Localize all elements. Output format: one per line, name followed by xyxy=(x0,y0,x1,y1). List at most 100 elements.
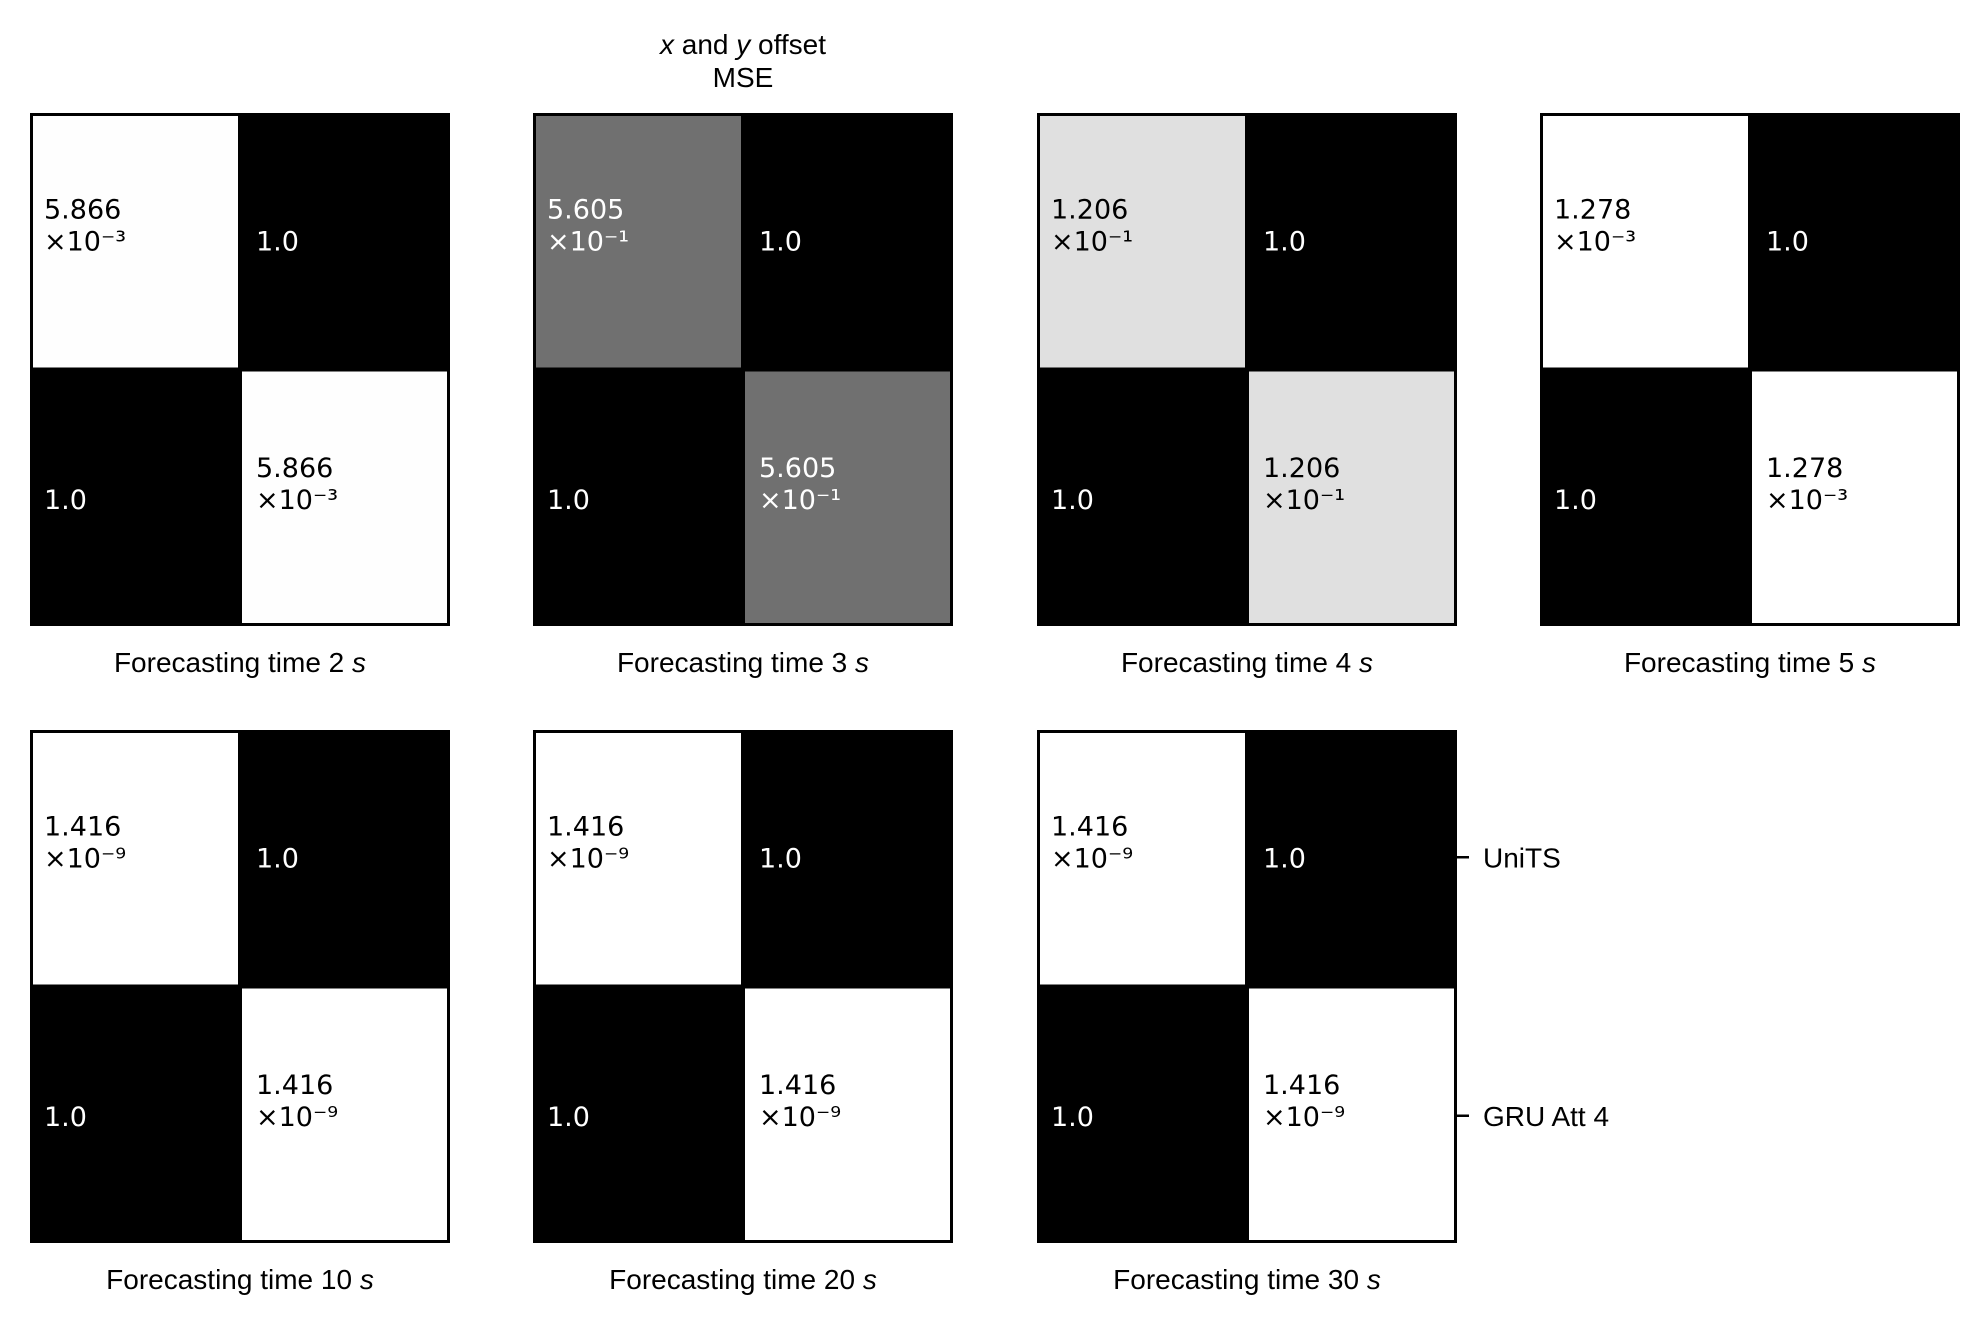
panel-title: Forecasting time 3 s xyxy=(617,647,869,678)
cell-value-exponent: ×10⁻¹ xyxy=(759,485,841,516)
cell-value: 1.0 xyxy=(759,843,802,874)
panel-title-unit: s xyxy=(1359,647,1373,678)
cell-value-exponent: ×10⁻⁹ xyxy=(44,843,126,874)
cell-value-exponent: ×10⁻⁹ xyxy=(547,843,629,874)
cell-value-exponent: ×10⁻⁹ xyxy=(1263,1102,1345,1133)
cell-value: 1.0 xyxy=(1766,226,1809,257)
chart-title: x and y offset xyxy=(658,29,826,60)
heatmap-cell xyxy=(533,371,741,626)
cell-value: 1.0 xyxy=(759,226,802,257)
panel-border xyxy=(533,113,953,626)
cell-value-mantissa: 1.416 xyxy=(44,811,121,842)
panel-title-unit: s xyxy=(855,647,869,678)
panel-border xyxy=(30,113,450,626)
panel-title: Forecasting time 10 s xyxy=(106,1264,374,1295)
cell-value-mantissa: 1.278 xyxy=(1766,453,1843,484)
heatmap-cell xyxy=(745,371,953,626)
heatmap-cell xyxy=(242,113,450,368)
chart-title-word: offset xyxy=(750,29,826,60)
cell-value-exponent: ×10⁻¹ xyxy=(547,226,629,257)
cell-value-exponent: ×10⁻³ xyxy=(1554,226,1636,257)
cell-value-mantissa: 1.206 xyxy=(1263,453,1340,484)
heatmap-cell xyxy=(745,988,953,1243)
cell-value-exponent: ×10⁻³ xyxy=(44,226,126,257)
heatmap-cell xyxy=(1037,371,1245,626)
heatmap-cell xyxy=(30,730,238,985)
cell-value-mantissa: 5.866 xyxy=(256,453,333,484)
cell-value: 1.0 xyxy=(44,485,87,516)
heatmap-cell xyxy=(1752,113,1960,368)
cell-value: 1.0 xyxy=(1263,843,1306,874)
panel-title: Forecasting time 4 s xyxy=(1121,647,1373,678)
heatmap-cell xyxy=(533,113,741,368)
cell-value-exponent: ×10⁻⁹ xyxy=(256,1102,338,1133)
cell-value-exponent: ×10⁻⁹ xyxy=(759,1102,841,1133)
cell-value: 1.0 xyxy=(1051,1102,1094,1133)
chart-subtitle: MSE xyxy=(713,62,774,93)
heatmap-cell xyxy=(745,730,953,985)
cell-value-exponent: ×10⁻¹ xyxy=(1263,485,1345,516)
chart-title-word: and xyxy=(674,29,729,60)
cell-value: 1.0 xyxy=(44,1102,87,1133)
panel-title-unit: s xyxy=(352,647,366,678)
panel-title-unit: s xyxy=(1862,647,1876,678)
cell-value: 1.0 xyxy=(256,226,299,257)
panel-title: Forecasting time 2 s xyxy=(114,647,366,678)
cell-value-mantissa: 1.416 xyxy=(547,811,624,842)
heatmap-cell xyxy=(1037,113,1245,368)
panel-border xyxy=(30,730,450,1243)
heatmap-cell xyxy=(1037,730,1245,985)
panel-title: Forecasting time 30 s xyxy=(1113,1264,1381,1295)
panel-border xyxy=(533,730,953,1243)
heatmap-cell xyxy=(242,988,450,1243)
heatmap-cell xyxy=(30,988,238,1243)
cell-value-exponent: ×10⁻¹ xyxy=(1051,226,1133,257)
heatmap-cell xyxy=(1249,371,1457,626)
heatmap-cell xyxy=(30,371,238,626)
cell-value-mantissa: 1.206 xyxy=(1051,194,1128,225)
panel-border xyxy=(1037,730,1457,1243)
heatmap-cell xyxy=(1249,113,1457,368)
panel-title-unit: s xyxy=(1367,1264,1381,1295)
cell-value-mantissa: 1.416 xyxy=(256,1070,333,1101)
heatmap-cell xyxy=(1037,988,1245,1243)
cell-value-exponent: ×10⁻³ xyxy=(256,485,338,516)
cell-value-mantissa: 5.605 xyxy=(759,453,836,484)
row-tick-label: UniTS xyxy=(1483,842,1561,873)
panel-border xyxy=(1540,113,1960,626)
cell-value-mantissa: 1.278 xyxy=(1554,194,1631,225)
cell-value-mantissa: 1.416 xyxy=(759,1070,836,1101)
heatmap-cell xyxy=(1540,113,1748,368)
heatmap-cell xyxy=(242,371,450,626)
row-tick-label: GRU Att 4 xyxy=(1483,1101,1609,1132)
panel-title-unit: s xyxy=(360,1264,374,1295)
cell-value-mantissa: 5.605 xyxy=(547,194,624,225)
heatmap-cell xyxy=(1249,988,1457,1243)
heatmap-cell xyxy=(533,988,741,1243)
chart-title-word: y xyxy=(728,29,752,60)
heatmap-cell xyxy=(242,730,450,985)
cell-value: 1.0 xyxy=(547,1102,590,1133)
cell-value-exponent: ×10⁻³ xyxy=(1766,485,1848,516)
panel-title-unit: s xyxy=(863,1264,877,1295)
cell-value: 1.0 xyxy=(1554,485,1597,516)
heatmap-cell xyxy=(745,113,953,368)
cell-value-mantissa: 1.416 xyxy=(1263,1070,1340,1101)
cell-value: 1.0 xyxy=(547,485,590,516)
panel-title: Forecasting time 5 s xyxy=(1624,647,1876,678)
cell-value-exponent: ×10⁻⁹ xyxy=(1051,843,1133,874)
panel-border xyxy=(1037,113,1457,626)
heatmap-cell xyxy=(1752,371,1960,626)
cell-value: 1.0 xyxy=(1051,485,1094,516)
heatmap-cell xyxy=(533,730,741,985)
cell-value-mantissa: 1.416 xyxy=(1051,811,1128,842)
cell-value-mantissa: 5.866 xyxy=(44,194,121,225)
chart-title-word: x xyxy=(658,29,675,60)
heatmap-cell xyxy=(1249,730,1457,985)
cell-value: 1.0 xyxy=(256,843,299,874)
heatmap-cell xyxy=(1540,371,1748,626)
cell-value: 1.0 xyxy=(1263,226,1306,257)
heatmap-cell xyxy=(30,113,238,368)
